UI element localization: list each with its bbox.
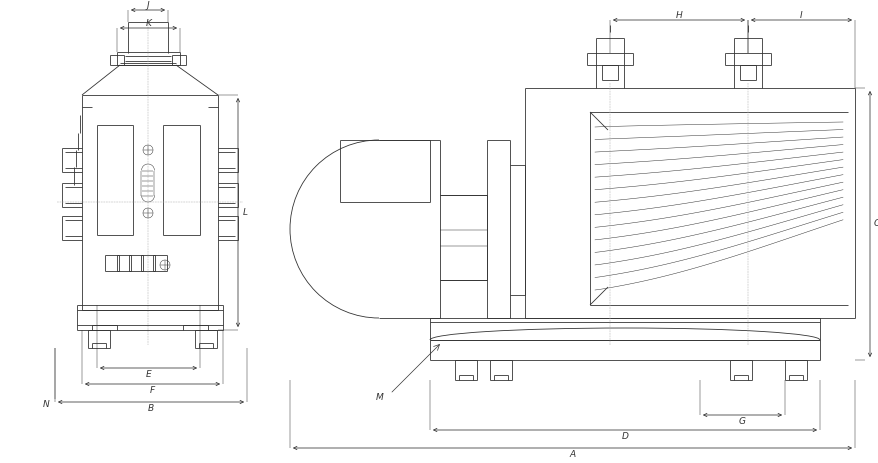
Text: D: D: [621, 432, 628, 442]
Text: A: A: [569, 450, 575, 459]
Text: N: N: [43, 400, 50, 409]
Text: J: J: [147, 0, 149, 10]
Text: B: B: [148, 405, 154, 413]
Text: K: K: [146, 19, 151, 27]
Text: H: H: [675, 11, 681, 19]
Text: I: I: [799, 11, 802, 19]
Text: F: F: [150, 387, 155, 395]
Text: L: L: [242, 208, 248, 217]
Text: E: E: [146, 370, 151, 380]
Text: G: G: [738, 418, 745, 426]
Text: C: C: [873, 219, 878, 229]
Text: M: M: [376, 394, 384, 402]
